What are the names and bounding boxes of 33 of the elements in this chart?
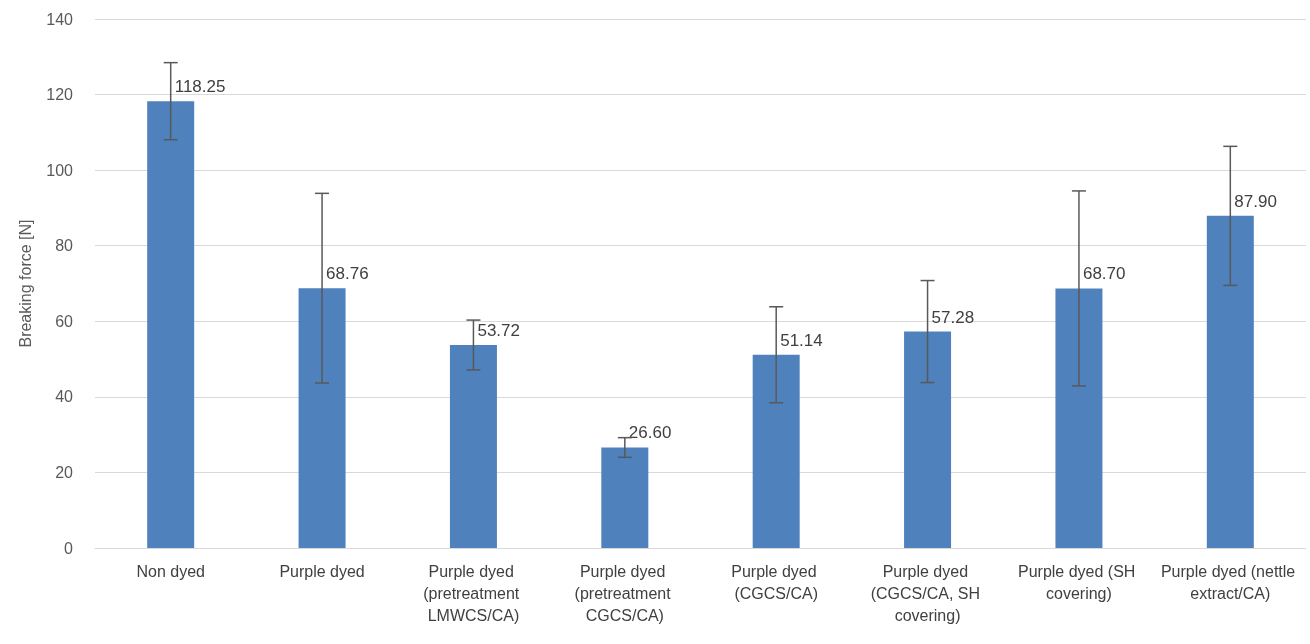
x-tick-label: Purple dyed (nettle extract/CA) — [1160, 562, 1300, 602]
y-tick-label: 120 — [46, 86, 74, 104]
x-tick-label: Purple dyed (CGCS/CA) — [731, 562, 822, 602]
data-label: 51.14 — [780, 330, 823, 350]
y-tick-label: 0 — [64, 539, 74, 557]
data-label: 118.25 — [174, 77, 226, 97]
x-tick-label: Purple dyed — [279, 562, 365, 580]
bar — [449, 345, 497, 548]
x-tick-label: Purple dyed (pretreatment LMWCS/CA) — [423, 562, 524, 624]
data-label: 68.70 — [1082, 264, 1126, 284]
y-axis-title: Breaking force [N] — [16, 219, 34, 348]
bar — [147, 101, 195, 548]
x-tick-label: Purple dyed (SH covering) — [1018, 562, 1140, 602]
x-tick-label: Purple dyed (CGCS/CA, SH covering) — [870, 562, 985, 624]
y-tick-label: 40 — [55, 388, 74, 406]
x-tick-label: Non dyed — [136, 562, 205, 580]
x-tick-label: Purple dyed (pretreatment CGCS/CA) — [574, 562, 676, 624]
data-label: 53.72 — [477, 321, 520, 341]
data-label: 57.28 — [931, 307, 975, 327]
data-label: 68.76 — [326, 264, 369, 284]
y-tick-label: 20 — [55, 463, 74, 481]
bar — [1206, 215, 1254, 548]
bar — [298, 288, 346, 548]
bar — [601, 447, 649, 548]
bar — [1055, 288, 1103, 548]
bar — [752, 354, 800, 548]
data-label: 26.60 — [628, 423, 672, 443]
data-label: 87.90 — [1234, 191, 1277, 211]
y-tick-label: 100 — [46, 161, 74, 179]
bar — [904, 331, 952, 548]
y-tick-label: 60 — [55, 312, 74, 330]
y-tick-label: 140 — [46, 10, 74, 28]
y-tick-label: 80 — [55, 237, 74, 255]
